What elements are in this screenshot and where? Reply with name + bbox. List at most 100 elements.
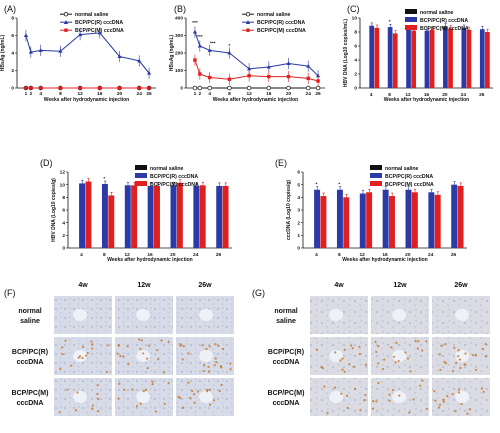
legend-label-2: BCP/PC(M) cccDNA (257, 28, 306, 34)
stain-dot-F (118, 382, 121, 385)
stain-dot-F (85, 354, 88, 357)
x-tick-label-C: 8 (388, 92, 391, 98)
stain-dot-F (229, 368, 232, 371)
stain-dot-G (320, 365, 323, 369)
stain-dot-F (64, 339, 67, 342)
y-axis-label-E: cccDNA (Log10 copies/g) (286, 180, 292, 240)
stain-dot-G (377, 362, 380, 365)
stain-dot-F (151, 380, 154, 383)
stain-dot-F (181, 358, 184, 361)
stain-dot-F (187, 381, 190, 384)
stain-dot-G (434, 399, 437, 402)
stain-dot-F (127, 363, 130, 366)
x-tick-label-D: 12 (124, 252, 130, 258)
vessel-G (455, 390, 470, 404)
stain-dot-G (414, 339, 417, 343)
data-point-B (207, 85, 212, 91)
stain-dot-F (119, 354, 122, 358)
y-tick-label-A: 6 (11, 33, 14, 39)
legend-swatch-0 (135, 165, 147, 170)
vessel-G (329, 308, 344, 322)
stain-dot-G (468, 408, 471, 411)
data-point-A (58, 86, 63, 90)
legend-label-1: BCP/PC(R) cccDNA (75, 20, 123, 26)
stain-dot-G (408, 411, 411, 414)
stain-dot-F (167, 381, 170, 385)
stain-dot-F (177, 395, 180, 398)
legend-marker-0 (245, 11, 251, 17)
data-point-B (192, 29, 198, 34)
bar-D-2 (85, 181, 92, 248)
stain-dot-F (139, 402, 142, 405)
legend-label-0: normal saline (385, 166, 419, 172)
y-axis-label-A: HBsAg (ng/mL) (0, 34, 6, 71)
bar-E-1 (382, 189, 389, 248)
stain-dot-F (138, 338, 141, 341)
vessel-G (392, 308, 407, 322)
stain-dot-G (417, 340, 420, 343)
stain-dot-F (151, 383, 154, 386)
data-point-B (198, 72, 202, 76)
vessel-F (199, 390, 214, 404)
stain-dot-G (409, 370, 412, 373)
stain-dot-G (348, 363, 351, 366)
data-point-B (192, 85, 198, 91)
bar-E-2 (434, 194, 441, 248)
legend-label-0: normal saline (420, 10, 454, 16)
legend-label-2: BCP/PC(M) cccDNA (420, 26, 469, 32)
data-point-B (227, 77, 232, 81)
y-tick-label-C: 6 (354, 44, 357, 50)
stain-dot-G (442, 400, 445, 403)
stain-dot-F (66, 388, 69, 391)
stain-dot-G (443, 360, 446, 364)
data-point-B (286, 85, 291, 91)
panel-letter-A: (A) (4, 4, 16, 14)
stain-dot-F (142, 352, 145, 355)
row-label-F: normal (18, 308, 41, 315)
data-point-B (306, 63, 311, 68)
stain-dot-F (122, 355, 125, 358)
x-tick-label-C: 20 (442, 92, 448, 98)
stain-dot-F (78, 355, 82, 358)
bar-C-1 (424, 30, 430, 89)
x-tick-label-B: 2 (199, 91, 202, 97)
x-tick-label-C: 4 (370, 92, 373, 98)
stain-dot-G (439, 368, 442, 372)
y-tick-label-C: 2 (354, 72, 357, 78)
y-axis-label-B: HBsAg (ng/mL) (169, 34, 175, 71)
legend-label-0: normal saline (150, 166, 184, 172)
series-line-B-2 (194, 59, 319, 82)
stain-dot-G (340, 392, 343, 395)
legend-label-2: BCP/PC(M) cccDNA (385, 182, 434, 188)
bar-E-2 (320, 196, 327, 248)
y-tick-label-C: 10 (352, 16, 358, 22)
row-label-F: cccDNA (17, 359, 44, 366)
stain-dot-F (154, 410, 158, 413)
stain-dot-F (91, 347, 94, 350)
stain-dot-G (451, 393, 454, 396)
x-tick-label-E: 8 (338, 252, 341, 258)
stain-dot-F (76, 391, 79, 394)
series-line-A-1 (25, 32, 150, 74)
bar-D-1 (101, 184, 108, 248)
stain-dot-G (466, 412, 469, 415)
row-label-G: cccDNA (273, 400, 300, 407)
stain-dot-G (457, 388, 461, 391)
data-point-B (197, 85, 203, 91)
stain-dot-G (363, 399, 366, 402)
y-tick-label-A: 8 (11, 16, 14, 22)
legend-swatch-2 (405, 25, 417, 30)
y-tick-label-C: 8 (354, 30, 357, 36)
stain-dot-G (451, 369, 455, 373)
bar-D-2 (222, 185, 229, 248)
significance-mark-E: * (315, 182, 317, 188)
stain-dot-G (421, 349, 424, 352)
vessel-G (329, 390, 344, 404)
stain-dot-F (193, 401, 196, 404)
x-tick-label-C: 12 (405, 92, 411, 98)
stain-dot-F (126, 345, 129, 348)
x-tick-label-B: 24 (306, 91, 312, 97)
x-tick-label-D: 8 (103, 252, 106, 258)
legend-marker-0 (63, 11, 69, 17)
x-tick-label-D: 24 (193, 252, 199, 258)
